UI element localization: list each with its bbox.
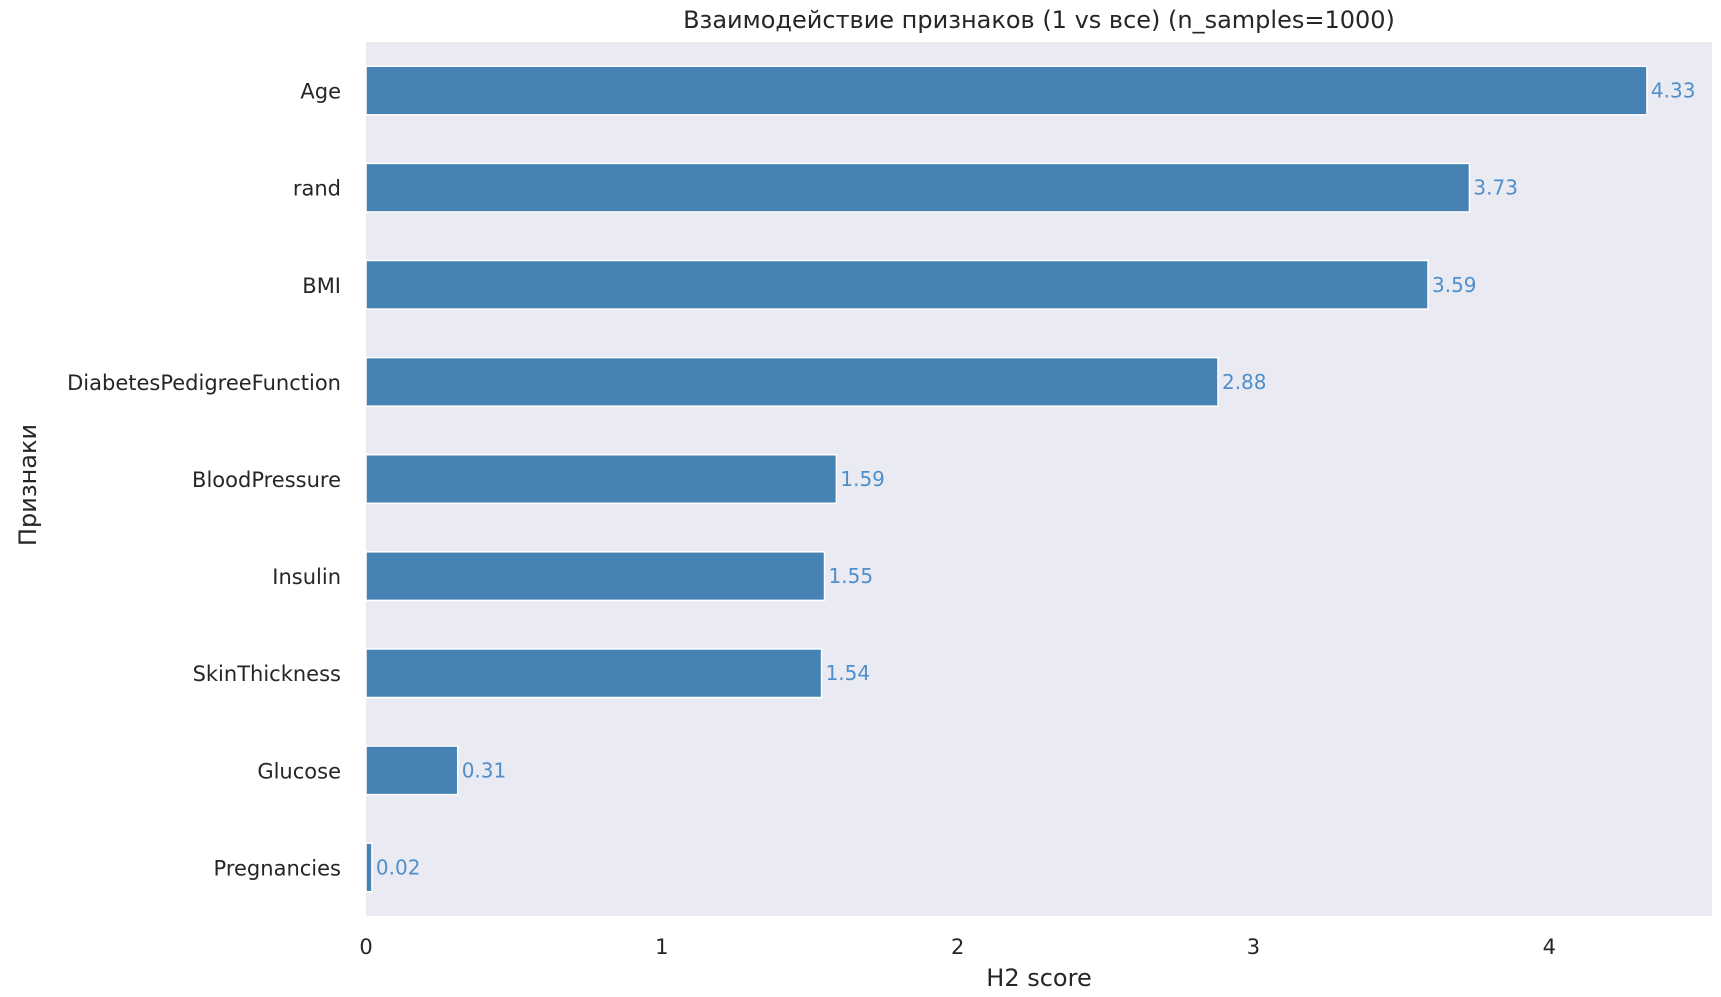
y-tick-label: SkinThickness <box>193 662 341 686</box>
y-tick-label: Glucose <box>257 759 341 783</box>
y-tick-label: rand <box>293 177 341 201</box>
x-tick-label: 4 <box>1543 935 1556 959</box>
value-label-rand: 3.73 <box>1473 176 1518 200</box>
value-label-age: 4.33 <box>1651 79 1696 103</box>
value-label-glucose: 0.31 <box>462 758 507 782</box>
value-label-skinthickness: 1.54 <box>826 661 871 685</box>
y-axis-label: Признаки <box>14 424 42 546</box>
bar-bloodpressure <box>365 453 838 505</box>
value-label-insulin: 1.55 <box>829 564 874 588</box>
y-tick-label: Age <box>300 80 341 104</box>
value-label-bmi: 3.59 <box>1432 273 1477 297</box>
value-label-pregnancies: 0.02 <box>376 855 421 879</box>
value-label-bloodpressure: 1.59 <box>840 467 885 491</box>
bar-glucose <box>365 745 459 796</box>
bar-skinthickness <box>365 648 823 699</box>
bar-age <box>365 65 1648 116</box>
x-tick-label: 0 <box>359 935 372 959</box>
bar-rand <box>365 162 1471 213</box>
y-tick-label: BloodPressure <box>192 468 341 492</box>
bar-diabetespedigreefunction <box>365 356 1219 407</box>
y-tick-label: Pregnancies <box>214 856 341 880</box>
chart-title: Взаимодействие признаков (1 vs все) (n_s… <box>683 6 1395 34</box>
y-tick-label: DiabetesPedigreeFunction <box>67 371 341 395</box>
bar-insulin <box>365 551 826 602</box>
bar-bmi <box>365 259 1429 310</box>
x-tick-label: 2 <box>951 935 964 959</box>
bar-pregnancies <box>365 842 373 893</box>
x-axis-label: H2 score <box>986 964 1091 992</box>
y-tick-label: BMI <box>302 274 341 298</box>
y-tick-label: Insulin <box>272 565 341 589</box>
x-tick-label: 3 <box>1247 935 1260 959</box>
value-label-diabetespedigreefunction: 2.88 <box>1222 370 1267 394</box>
x-tick-label: 1 <box>655 935 668 959</box>
